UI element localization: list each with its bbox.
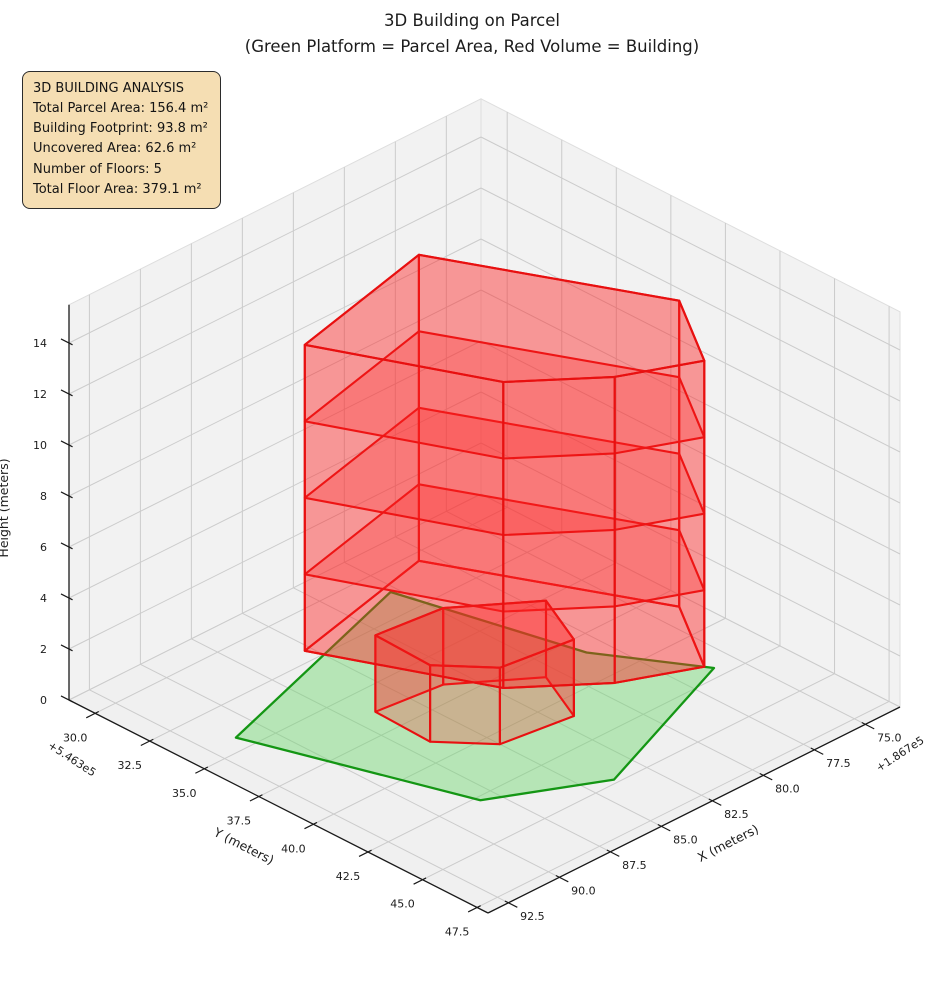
z-tick-label: 10 xyxy=(33,439,47,452)
y-tick-label: 30.0 xyxy=(63,731,88,744)
x-tick-label: 80.0 xyxy=(775,782,800,795)
y-tick-label: 40.0 xyxy=(281,842,306,855)
x-axis-label: X (meters) xyxy=(695,821,761,865)
y-tick-label: 37.5 xyxy=(227,815,252,828)
grid-group xyxy=(68,112,901,908)
z-tick-label: 2 xyxy=(40,643,47,656)
x-tick-label: 87.5 xyxy=(622,859,647,872)
annotation-line: 3D BUILDING ANALYSIS xyxy=(33,81,185,96)
y-tick-label: 32.5 xyxy=(117,759,142,772)
z-tick-label: 6 xyxy=(40,541,47,554)
y-tick-label: 45.0 xyxy=(390,898,415,911)
chart-subtitle: (Green Platform = Parcel Area, Red Volum… xyxy=(244,36,700,56)
annotation-line: Uncovered Area: 62.6 m² xyxy=(33,141,197,157)
annotation-line: Building Footprint: 93.8 m² xyxy=(33,121,208,137)
building-lower-prism xyxy=(374,599,575,746)
z-tick-label: 12 xyxy=(33,388,47,401)
x-tick-label: 75.0 xyxy=(877,731,902,744)
building-upper-front xyxy=(303,253,706,690)
annotation-line: Number of Floors: 5 xyxy=(33,161,162,177)
y-tick-label: 42.5 xyxy=(336,870,361,883)
x-tick-label: 92.5 xyxy=(520,910,545,923)
y-axis-offset-text: +5.463e5 xyxy=(46,739,99,780)
x-tick-label: 85.0 xyxy=(673,833,698,846)
annotation-line: Total Floor Area: 379.1 m² xyxy=(33,181,202,197)
y-tick-label: 47.5 xyxy=(445,925,470,938)
annotation-line: Total Parcel Area: 156.4 m² xyxy=(33,101,209,117)
z-axis-label: Height (meters) xyxy=(0,458,11,557)
y-tick-label: 35.0 xyxy=(172,787,197,800)
z-tick-label: 14 xyxy=(33,337,47,350)
z-tick-label: 8 xyxy=(40,490,47,503)
chart-title-block: 3D Building on Parcel (Green Platform = … xyxy=(0,8,944,59)
y-axis-label: Y (meters) xyxy=(211,824,277,868)
x-tick-label: 90.0 xyxy=(571,884,596,897)
z-tick-label: 0 xyxy=(40,694,47,707)
analysis-annotation-box: 3D BUILDING ANALYSIS Total Parcel Area: … xyxy=(22,71,222,209)
x-tick-label: 77.5 xyxy=(826,757,851,770)
chart-title: 3D Building on Parcel xyxy=(384,11,560,30)
z-tick-label: 4 xyxy=(40,592,47,605)
x-tick-label: 82.5 xyxy=(724,808,749,821)
parcel-polygon xyxy=(234,590,716,802)
axes-group xyxy=(60,304,901,914)
